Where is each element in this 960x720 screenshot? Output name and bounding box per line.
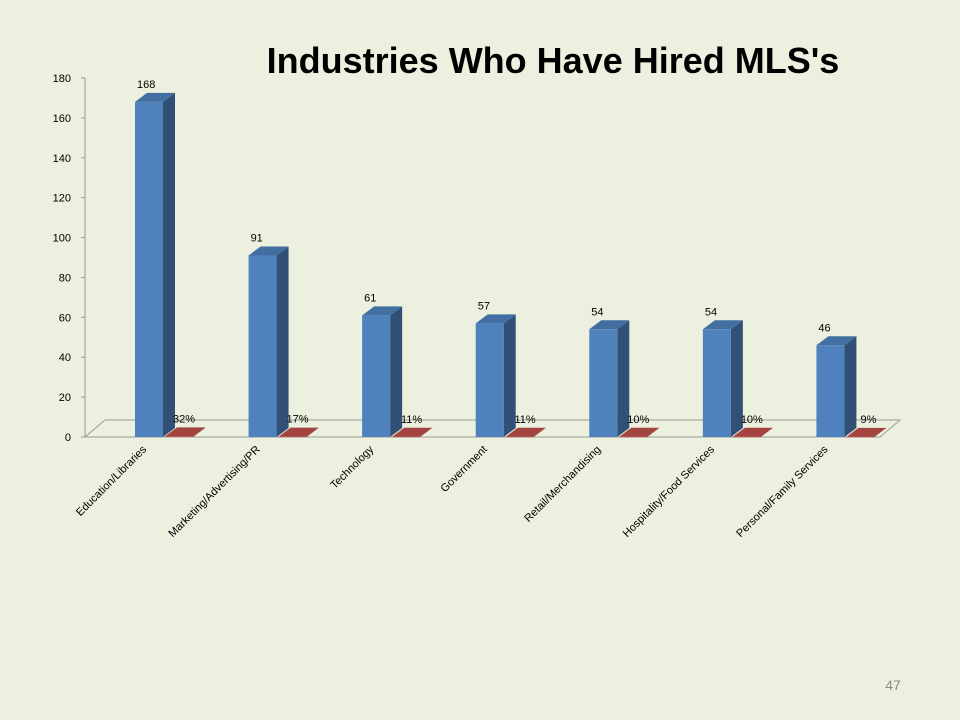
bar-side bbox=[390, 306, 403, 437]
x-tick-label: Technology bbox=[328, 443, 376, 491]
bar bbox=[702, 329, 731, 437]
bar-top bbox=[362, 306, 403, 316]
bar-side bbox=[533, 427, 546, 437]
y-tick-label: 80 bbox=[59, 272, 71, 284]
bar-side bbox=[163, 92, 175, 437]
bar bbox=[816, 345, 845, 437]
bar bbox=[475, 323, 504, 437]
bar-top bbox=[732, 427, 773, 437]
y-tick-label: 40 bbox=[59, 352, 71, 364]
data-label: 11% bbox=[401, 414, 422, 426]
y-tick-label: 120 bbox=[53, 193, 71, 205]
bar-side bbox=[276, 246, 289, 437]
bar bbox=[589, 329, 618, 437]
x-tick-label: Marketing/Advertising/PR bbox=[166, 444, 262, 540]
y-tick-label: 180 bbox=[53, 73, 71, 85]
data-label: 17% bbox=[287, 414, 309, 426]
bar-side bbox=[730, 320, 743, 437]
x-tick-label: Hospitality/Food Services bbox=[621, 443, 718, 540]
data-label: 61 bbox=[364, 292, 376, 304]
bar-side bbox=[647, 427, 660, 437]
data-label: 54 bbox=[591, 306, 603, 318]
bar-top bbox=[846, 427, 887, 437]
bar bbox=[278, 436, 307, 438]
y-tick-label: 160 bbox=[53, 113, 71, 125]
bar bbox=[732, 436, 761, 438]
bar bbox=[135, 101, 163, 437]
data-label: 57 bbox=[478, 300, 490, 312]
data-label: 168 bbox=[137, 79, 155, 91]
bar-top bbox=[475, 314, 516, 324]
bar-side bbox=[306, 427, 319, 437]
data-label: 9% bbox=[861, 414, 877, 426]
data-label: 46 bbox=[818, 322, 830, 334]
y-tick-label: 0 bbox=[65, 432, 71, 444]
data-label: 54 bbox=[705, 306, 717, 318]
bar-side bbox=[193, 427, 205, 437]
bar-top bbox=[702, 320, 743, 330]
x-tick-label: Government bbox=[439, 444, 490, 495]
bar bbox=[505, 436, 534, 438]
data-label: 10% bbox=[627, 414, 649, 426]
y-tick-label: 60 bbox=[59, 312, 71, 324]
y-tick-label: 100 bbox=[53, 233, 71, 245]
bar-top bbox=[165, 427, 205, 437]
x-tick-label: Personal/Family Services bbox=[734, 443, 831, 540]
bar-side bbox=[760, 427, 773, 437]
data-label: 91 bbox=[251, 233, 263, 245]
data-label: 10% bbox=[741, 414, 763, 426]
bar-side bbox=[503, 314, 516, 437]
bar-top bbox=[135, 92, 175, 102]
y-tick-label: 140 bbox=[53, 153, 71, 165]
chart-title: Industries Who Have Hired MLS's bbox=[267, 40, 840, 81]
bar bbox=[248, 255, 277, 437]
bar-side bbox=[420, 427, 433, 437]
bar-top bbox=[589, 320, 630, 330]
bar-top bbox=[816, 336, 857, 346]
data-label: 11% bbox=[515, 414, 536, 426]
x-tick-label: Retail/Merchandising bbox=[522, 444, 603, 525]
bar-top bbox=[619, 427, 660, 437]
bar bbox=[619, 436, 648, 438]
bar-side bbox=[617, 320, 630, 437]
bar bbox=[165, 436, 193, 437]
bar bbox=[392, 436, 421, 438]
bar-top bbox=[505, 427, 546, 437]
bar-top bbox=[248, 246, 289, 256]
x-tick-label: Education/Libraries bbox=[74, 443, 149, 518]
bar-side bbox=[844, 336, 857, 437]
bar-side bbox=[874, 427, 887, 437]
y-tick-label: 20 bbox=[59, 392, 71, 404]
page-number: 47 bbox=[885, 677, 901, 693]
data-label: 32% bbox=[173, 413, 195, 425]
bar bbox=[362, 315, 391, 437]
bar bbox=[846, 436, 875, 438]
bar-top bbox=[392, 427, 433, 437]
bar-top bbox=[278, 427, 319, 437]
